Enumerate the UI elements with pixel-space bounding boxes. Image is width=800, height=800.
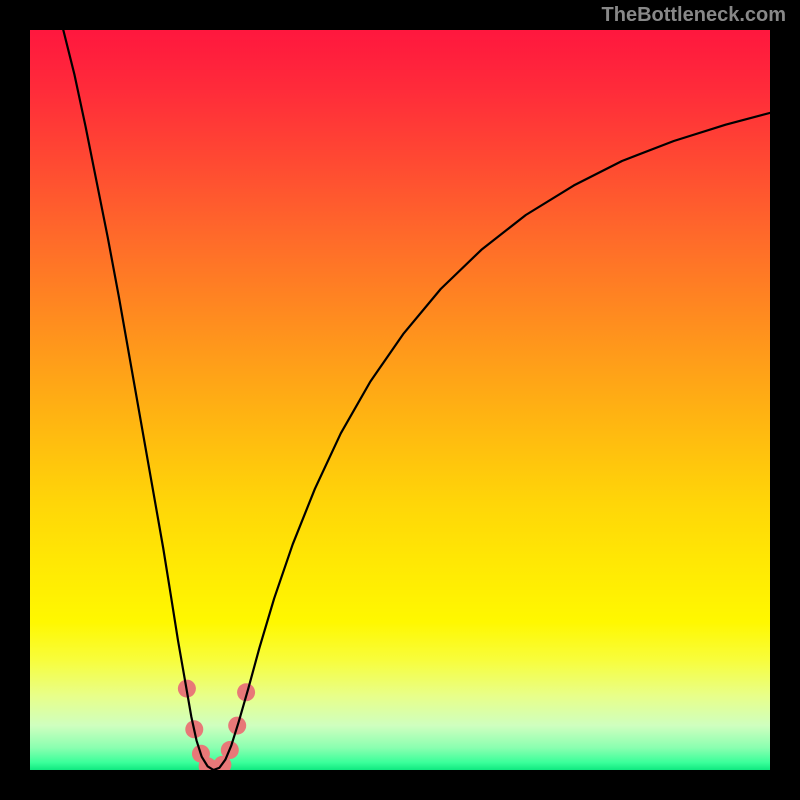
watermark-text: TheBottleneck.com [602,4,786,27]
chart-container: TheBottleneck.com [0,0,800,800]
bottleneck-curve [63,30,770,770]
curve-markers [178,680,255,779]
plot-svg [0,0,800,800]
